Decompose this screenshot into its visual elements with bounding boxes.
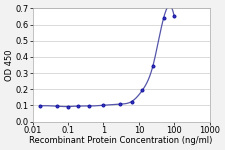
Y-axis label: OD 450: OD 450 [5,49,14,81]
X-axis label: Recombinant Protein Concentration (ng/ml): Recombinant Protein Concentration (ng/ml… [29,136,213,145]
